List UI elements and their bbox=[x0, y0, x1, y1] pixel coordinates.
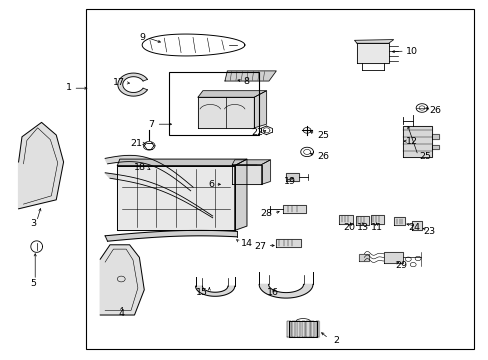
Polygon shape bbox=[393, 217, 404, 225]
Polygon shape bbox=[261, 160, 270, 184]
Polygon shape bbox=[105, 173, 212, 218]
Text: 6: 6 bbox=[208, 180, 214, 189]
Polygon shape bbox=[105, 230, 237, 241]
Text: 9: 9 bbox=[140, 33, 145, 42]
Polygon shape bbox=[100, 245, 144, 315]
Polygon shape bbox=[291, 321, 295, 337]
Polygon shape bbox=[287, 321, 290, 337]
Polygon shape bbox=[198, 91, 266, 97]
Polygon shape bbox=[276, 239, 300, 247]
Text: 12: 12 bbox=[405, 136, 417, 145]
Text: 13: 13 bbox=[356, 223, 368, 232]
Polygon shape bbox=[285, 173, 299, 181]
Text: 24: 24 bbox=[408, 223, 420, 232]
Polygon shape bbox=[359, 254, 368, 261]
Polygon shape bbox=[117, 166, 234, 230]
Text: 15: 15 bbox=[195, 288, 207, 297]
Polygon shape bbox=[305, 321, 309, 337]
Text: 7: 7 bbox=[148, 120, 154, 129]
Polygon shape bbox=[198, 97, 254, 128]
Text: 28: 28 bbox=[260, 209, 272, 217]
Polygon shape bbox=[431, 145, 438, 149]
Polygon shape bbox=[254, 91, 266, 128]
Polygon shape bbox=[224, 71, 276, 81]
Text: 29: 29 bbox=[394, 261, 407, 270]
Polygon shape bbox=[195, 286, 234, 296]
Text: 26: 26 bbox=[428, 107, 441, 115]
Bar bbox=[168, 72, 259, 135]
Text: 2: 2 bbox=[333, 336, 339, 345]
Text: 17: 17 bbox=[112, 78, 124, 87]
Text: 20: 20 bbox=[343, 223, 355, 232]
Text: 8: 8 bbox=[243, 77, 249, 85]
Text: 14: 14 bbox=[240, 238, 252, 248]
Polygon shape bbox=[232, 165, 261, 184]
Bar bbox=[85, 9, 473, 349]
Polygon shape bbox=[259, 284, 312, 298]
Text: 10: 10 bbox=[405, 46, 417, 55]
Polygon shape bbox=[232, 160, 270, 165]
Polygon shape bbox=[105, 156, 193, 191]
Polygon shape bbox=[355, 216, 368, 225]
Text: 26: 26 bbox=[316, 152, 328, 161]
Polygon shape bbox=[301, 321, 304, 337]
Polygon shape bbox=[356, 43, 388, 63]
Text: 21: 21 bbox=[129, 139, 142, 148]
Polygon shape bbox=[234, 159, 246, 230]
Text: 11: 11 bbox=[370, 223, 382, 232]
Polygon shape bbox=[282, 205, 305, 213]
Polygon shape bbox=[431, 134, 438, 139]
Text: 25: 25 bbox=[316, 130, 328, 139]
Text: 23: 23 bbox=[423, 227, 434, 236]
Polygon shape bbox=[403, 126, 431, 157]
Polygon shape bbox=[354, 40, 393, 43]
Text: 27: 27 bbox=[253, 242, 265, 251]
Text: 25: 25 bbox=[419, 152, 431, 161]
Polygon shape bbox=[411, 221, 421, 230]
Polygon shape bbox=[296, 321, 300, 337]
Polygon shape bbox=[310, 321, 314, 337]
Polygon shape bbox=[315, 321, 318, 337]
Text: 3: 3 bbox=[30, 219, 36, 228]
Text: 5: 5 bbox=[30, 279, 36, 288]
Polygon shape bbox=[19, 122, 63, 209]
Text: 19: 19 bbox=[283, 177, 295, 186]
Text: 1: 1 bbox=[66, 83, 72, 91]
Text: 4: 4 bbox=[118, 309, 124, 318]
Polygon shape bbox=[370, 215, 384, 224]
Polygon shape bbox=[339, 215, 352, 224]
Polygon shape bbox=[117, 159, 246, 166]
Text: 18: 18 bbox=[133, 163, 145, 172]
Text: 22: 22 bbox=[250, 128, 263, 137]
Text: 16: 16 bbox=[266, 288, 278, 297]
Polygon shape bbox=[118, 73, 147, 96]
Polygon shape bbox=[383, 252, 403, 263]
